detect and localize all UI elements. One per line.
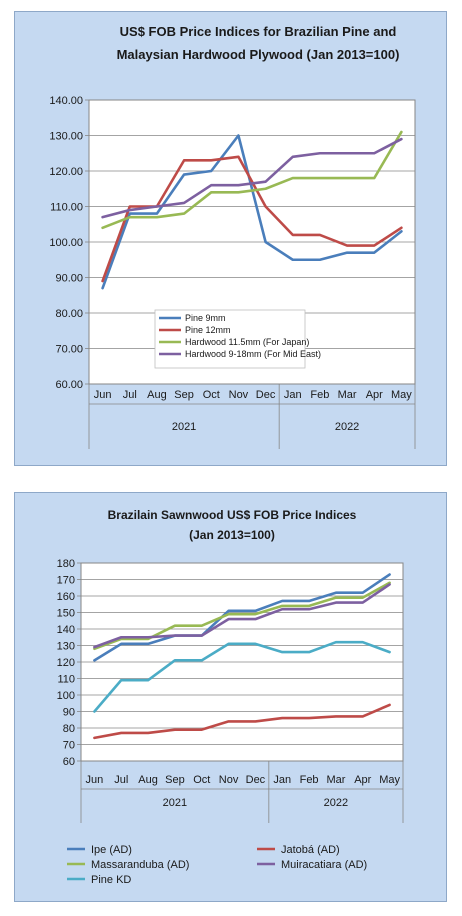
series-line-pine-kd bbox=[93, 640, 391, 713]
legend-box bbox=[154, 309, 306, 369]
x-tick-label-nov: Nov bbox=[219, 774, 239, 786]
y-tick-label: 90.00 bbox=[55, 273, 83, 285]
chart-title-line-2: (Jan 2013=100) bbox=[189, 528, 275, 542]
legend-entry: Pine 12mm bbox=[185, 325, 231, 335]
x-tick-label-apr: Apr bbox=[354, 774, 371, 786]
x-tick-label-mar: Mar bbox=[326, 774, 345, 786]
legend-entry: Massaranduba (AD) bbox=[91, 859, 189, 871]
x-group-label-2022: 2022 bbox=[335, 421, 359, 433]
legend-entry: Hardwood 9-18mm (For Mid East) bbox=[185, 349, 321, 359]
x-tick-label-nov: Nov bbox=[229, 389, 249, 401]
x-group-label-2021: 2021 bbox=[163, 797, 187, 809]
series-line-jatob-ad bbox=[93, 703, 391, 740]
x-tick-label-may: May bbox=[379, 774, 400, 786]
y-tick-label: 80 bbox=[63, 723, 75, 735]
x-tick-label-sep: Sep bbox=[165, 774, 185, 786]
y-tick-label: 120.00 bbox=[49, 166, 83, 178]
x-tick-label-aug: Aug bbox=[147, 389, 167, 401]
series-line-ipe-ad bbox=[93, 573, 391, 662]
x-tick-label-oct: Oct bbox=[193, 774, 210, 786]
x-group-label-2022: 2022 bbox=[324, 797, 348, 809]
x-tick-label-aug: Aug bbox=[138, 774, 158, 786]
legend-entry: Pine KD bbox=[91, 874, 131, 886]
y-tick-label: 70 bbox=[63, 740, 75, 752]
y-tick-label: 110.00 bbox=[50, 202, 83, 214]
y-tick-label: 110 bbox=[57, 674, 75, 686]
series-line-hardwood-11-5mm-for-japan bbox=[101, 130, 403, 230]
x-tick-label-jun: Jun bbox=[86, 774, 104, 786]
y-tick-label: 140.00 bbox=[49, 95, 83, 107]
x-tick-label-may: May bbox=[391, 389, 412, 401]
y-tick-label: 130 bbox=[57, 641, 75, 653]
sawnwood-chart-panel: Brazilain Sawnwood US$ FOB Price Indices… bbox=[14, 492, 447, 902]
chart-title-line-1: Brazilain Sawnwood US$ FOB Price Indices bbox=[108, 508, 357, 522]
x-tick-label-feb: Feb bbox=[300, 774, 319, 786]
sawnwood-price-chart: Brazilain Sawnwood US$ FOB Price Indices… bbox=[57, 508, 404, 886]
legend-entry: Muiracatiara (AD) bbox=[281, 859, 367, 871]
y-tick-label: 90 bbox=[63, 707, 75, 719]
x-tick-label-jul: Jul bbox=[114, 774, 128, 786]
series-line-hardwood-9-18mm-for-mid-east bbox=[101, 137, 403, 219]
x-tick-label-feb: Feb bbox=[310, 389, 329, 401]
plywood-chart-panel: US$ FOB Price Indices for Brazilian Pine… bbox=[14, 11, 447, 466]
x-tick-label-jan: Jan bbox=[284, 389, 302, 401]
y-tick-label: 130.00 bbox=[49, 131, 83, 143]
x-tick-label-oct: Oct bbox=[203, 389, 220, 401]
legend-entry: Pine 9mm bbox=[185, 313, 226, 323]
y-tick-label: 100.00 bbox=[49, 237, 83, 249]
x-tick-label-jul: Jul bbox=[123, 389, 137, 401]
y-tick-label: 160 bbox=[57, 591, 75, 603]
x-tick-label-mar: Mar bbox=[338, 389, 357, 401]
x-tick-label-sep: Sep bbox=[174, 389, 194, 401]
x-tick-label-dec: Dec bbox=[256, 389, 276, 401]
y-tick-label: 140 bbox=[57, 624, 75, 636]
x-tick-label-jun: Jun bbox=[94, 389, 112, 401]
y-tick-label: 80.00 bbox=[55, 308, 83, 320]
chart-title-line-2: Malaysian Hardwood Plywood (Jan 2013=100… bbox=[117, 47, 400, 62]
y-tick-label: 120 bbox=[57, 657, 75, 669]
y-tick-label: 60 bbox=[63, 756, 75, 768]
x-tick-label-jan: Jan bbox=[273, 774, 291, 786]
legend-entry: Ipe (AD) bbox=[91, 844, 132, 856]
y-tick-label: 70.00 bbox=[55, 344, 83, 356]
x-tick-label-apr: Apr bbox=[366, 389, 383, 401]
y-tick-label: 180 bbox=[57, 558, 75, 570]
chart-title-line-1: US$ FOB Price Indices for Brazilian Pine… bbox=[120, 24, 397, 39]
series-line-muiracatiara-ad bbox=[93, 583, 391, 649]
y-tick-label: 170 bbox=[57, 575, 75, 587]
x-group-label-2021: 2021 bbox=[172, 421, 196, 433]
y-tick-label: 150 bbox=[57, 608, 75, 620]
legend-entry: Jatobá (AD) bbox=[281, 844, 340, 856]
x-tick-label-dec: Dec bbox=[246, 774, 266, 786]
y-tick-label: 60.00 bbox=[55, 379, 83, 391]
y-tick-label: 100 bbox=[57, 690, 75, 702]
legend-entry: Hardwood 11.5mm (For Japan) bbox=[185, 337, 309, 347]
series-line-pine-9mm bbox=[101, 134, 403, 290]
plywood-price-chart: US$ FOB Price Indices for Brazilian Pine… bbox=[49, 24, 416, 449]
series-line-massaranduba-ad bbox=[93, 581, 391, 651]
